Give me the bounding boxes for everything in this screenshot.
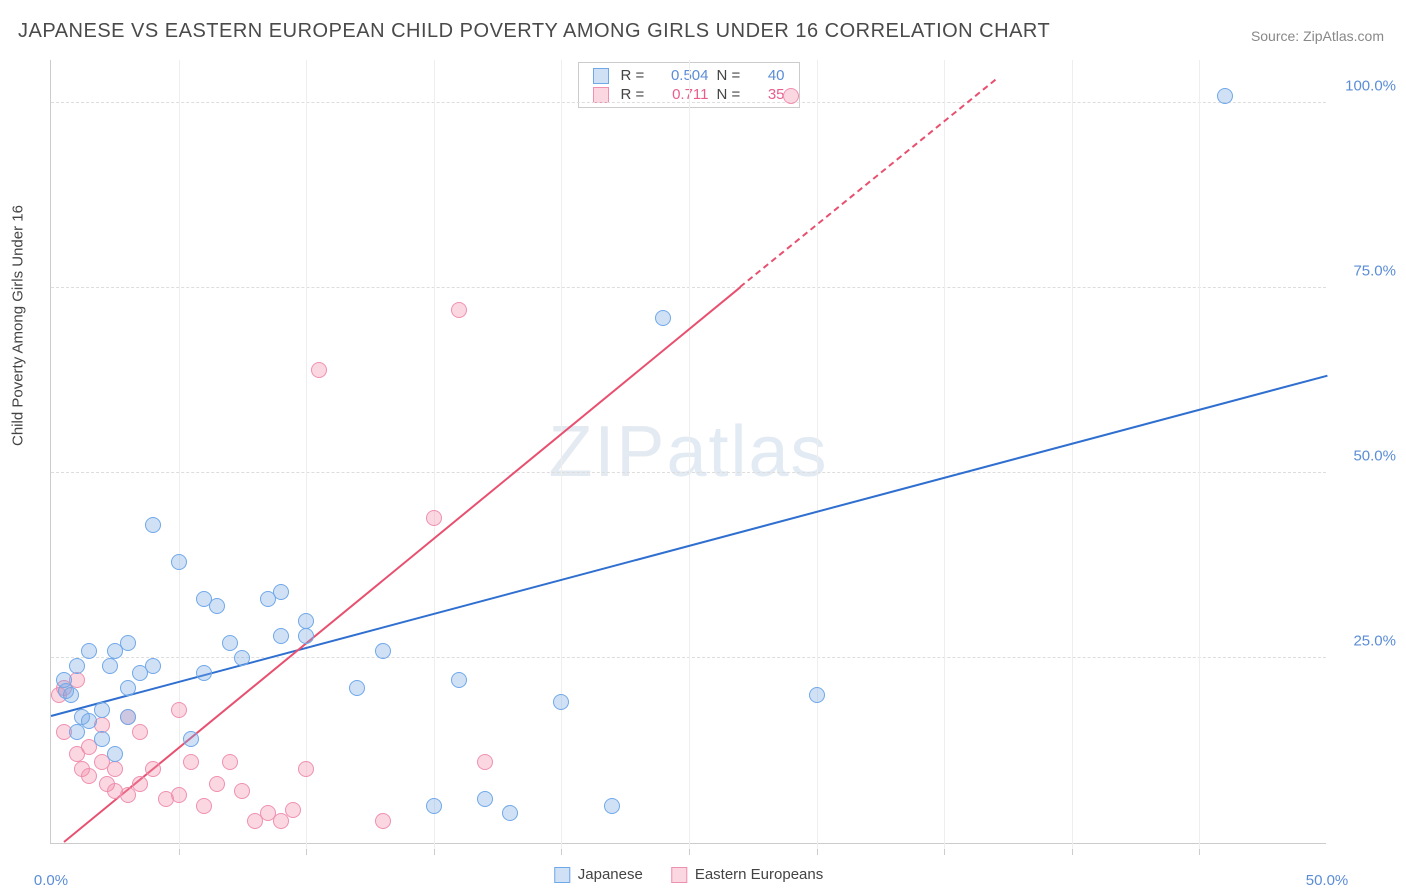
- data-point-eastern: [81, 768, 97, 784]
- data-point-japanese: [120, 709, 136, 725]
- data-point-japanese: [477, 791, 493, 807]
- data-point-japanese: [63, 687, 79, 703]
- data-point-eastern: [196, 798, 212, 814]
- legend-item-japanese: Japanese: [554, 866, 643, 883]
- data-point-eastern: [183, 754, 199, 770]
- x-tick-label: 50.0%: [1306, 872, 1349, 889]
- data-point-japanese: [102, 658, 118, 674]
- data-point-japanese: [196, 665, 212, 681]
- data-point-eastern: [171, 702, 187, 718]
- regression-line: [63, 287, 741, 843]
- data-point-japanese: [222, 635, 238, 651]
- source-attribution: Source: ZipAtlas.com: [1251, 28, 1384, 44]
- data-point-japanese: [94, 702, 110, 718]
- x-minor-tick: [179, 60, 180, 849]
- data-point-eastern: [120, 787, 136, 803]
- data-point-japanese: [655, 310, 671, 326]
- data-point-eastern: [107, 761, 123, 777]
- x-minor-tick: [817, 60, 818, 849]
- data-point-eastern: [273, 813, 289, 829]
- x-minor-tick: [1072, 60, 1073, 849]
- data-point-eastern: [234, 783, 250, 799]
- regression-line: [739, 79, 995, 288]
- data-point-japanese: [171, 554, 187, 570]
- data-point-japanese: [553, 694, 569, 710]
- data-point-eastern: [132, 776, 148, 792]
- data-point-japanese: [120, 635, 136, 651]
- data-point-japanese: [69, 658, 85, 674]
- y-tick-label: 25.0%: [1336, 633, 1396, 650]
- y-tick-label: 50.0%: [1336, 448, 1396, 465]
- data-point-eastern: [209, 776, 225, 792]
- data-point-eastern: [145, 761, 161, 777]
- x-minor-tick: [944, 60, 945, 849]
- y-tick-label: 75.0%: [1336, 263, 1396, 280]
- data-point-japanese: [349, 680, 365, 696]
- data-point-eastern: [451, 302, 467, 318]
- data-point-eastern: [171, 787, 187, 803]
- data-point-japanese: [298, 613, 314, 629]
- legend-swatch-japanese: [593, 68, 609, 84]
- chart-title: JAPANESE VS EASTERN EUROPEAN CHILD POVER…: [18, 20, 1050, 43]
- x-minor-tick: [1199, 60, 1200, 849]
- x-minor-tick: [306, 60, 307, 849]
- data-point-japanese: [502, 805, 518, 821]
- data-point-japanese: [298, 628, 314, 644]
- data-point-japanese: [145, 658, 161, 674]
- legend-swatch-eastern: [593, 87, 609, 103]
- data-point-japanese: [120, 680, 136, 696]
- data-point-eastern: [298, 761, 314, 777]
- x-minor-tick: [689, 60, 690, 849]
- legend-item-eastern: Eastern Europeans: [671, 866, 823, 883]
- data-point-japanese: [81, 713, 97, 729]
- data-point-japanese: [183, 731, 199, 747]
- data-point-japanese: [375, 643, 391, 659]
- y-axis-label: Child Poverty Among Girls Under 16: [10, 205, 27, 446]
- data-point-eastern: [132, 724, 148, 740]
- data-point-eastern: [311, 362, 327, 378]
- data-point-japanese: [809, 687, 825, 703]
- data-point-japanese: [1217, 88, 1233, 104]
- data-point-eastern: [222, 754, 238, 770]
- data-point-japanese: [451, 672, 467, 688]
- data-point-eastern: [285, 802, 301, 818]
- data-point-eastern: [375, 813, 391, 829]
- data-point-japanese: [426, 798, 442, 814]
- x-tick-label: 0.0%: [34, 872, 68, 889]
- data-point-japanese: [209, 598, 225, 614]
- data-point-japanese: [234, 650, 250, 666]
- data-point-japanese: [69, 724, 85, 740]
- plot-area: ZIPatlas R =0.504 N =40 R =0.711 N =35 J…: [50, 60, 1326, 844]
- data-point-eastern: [477, 754, 493, 770]
- data-point-eastern: [426, 510, 442, 526]
- data-point-eastern: [783, 88, 799, 104]
- data-point-japanese: [94, 731, 110, 747]
- x-minor-tick: [434, 60, 435, 849]
- data-point-japanese: [273, 584, 289, 600]
- legend: Japanese Eastern Europeans: [554, 866, 823, 883]
- data-point-japanese: [604, 798, 620, 814]
- data-point-japanese: [273, 628, 289, 644]
- y-tick-label: 100.0%: [1336, 78, 1396, 95]
- data-point-japanese: [107, 746, 123, 762]
- data-point-japanese: [145, 517, 161, 533]
- x-minor-tick: [561, 60, 562, 849]
- data-point-japanese: [81, 643, 97, 659]
